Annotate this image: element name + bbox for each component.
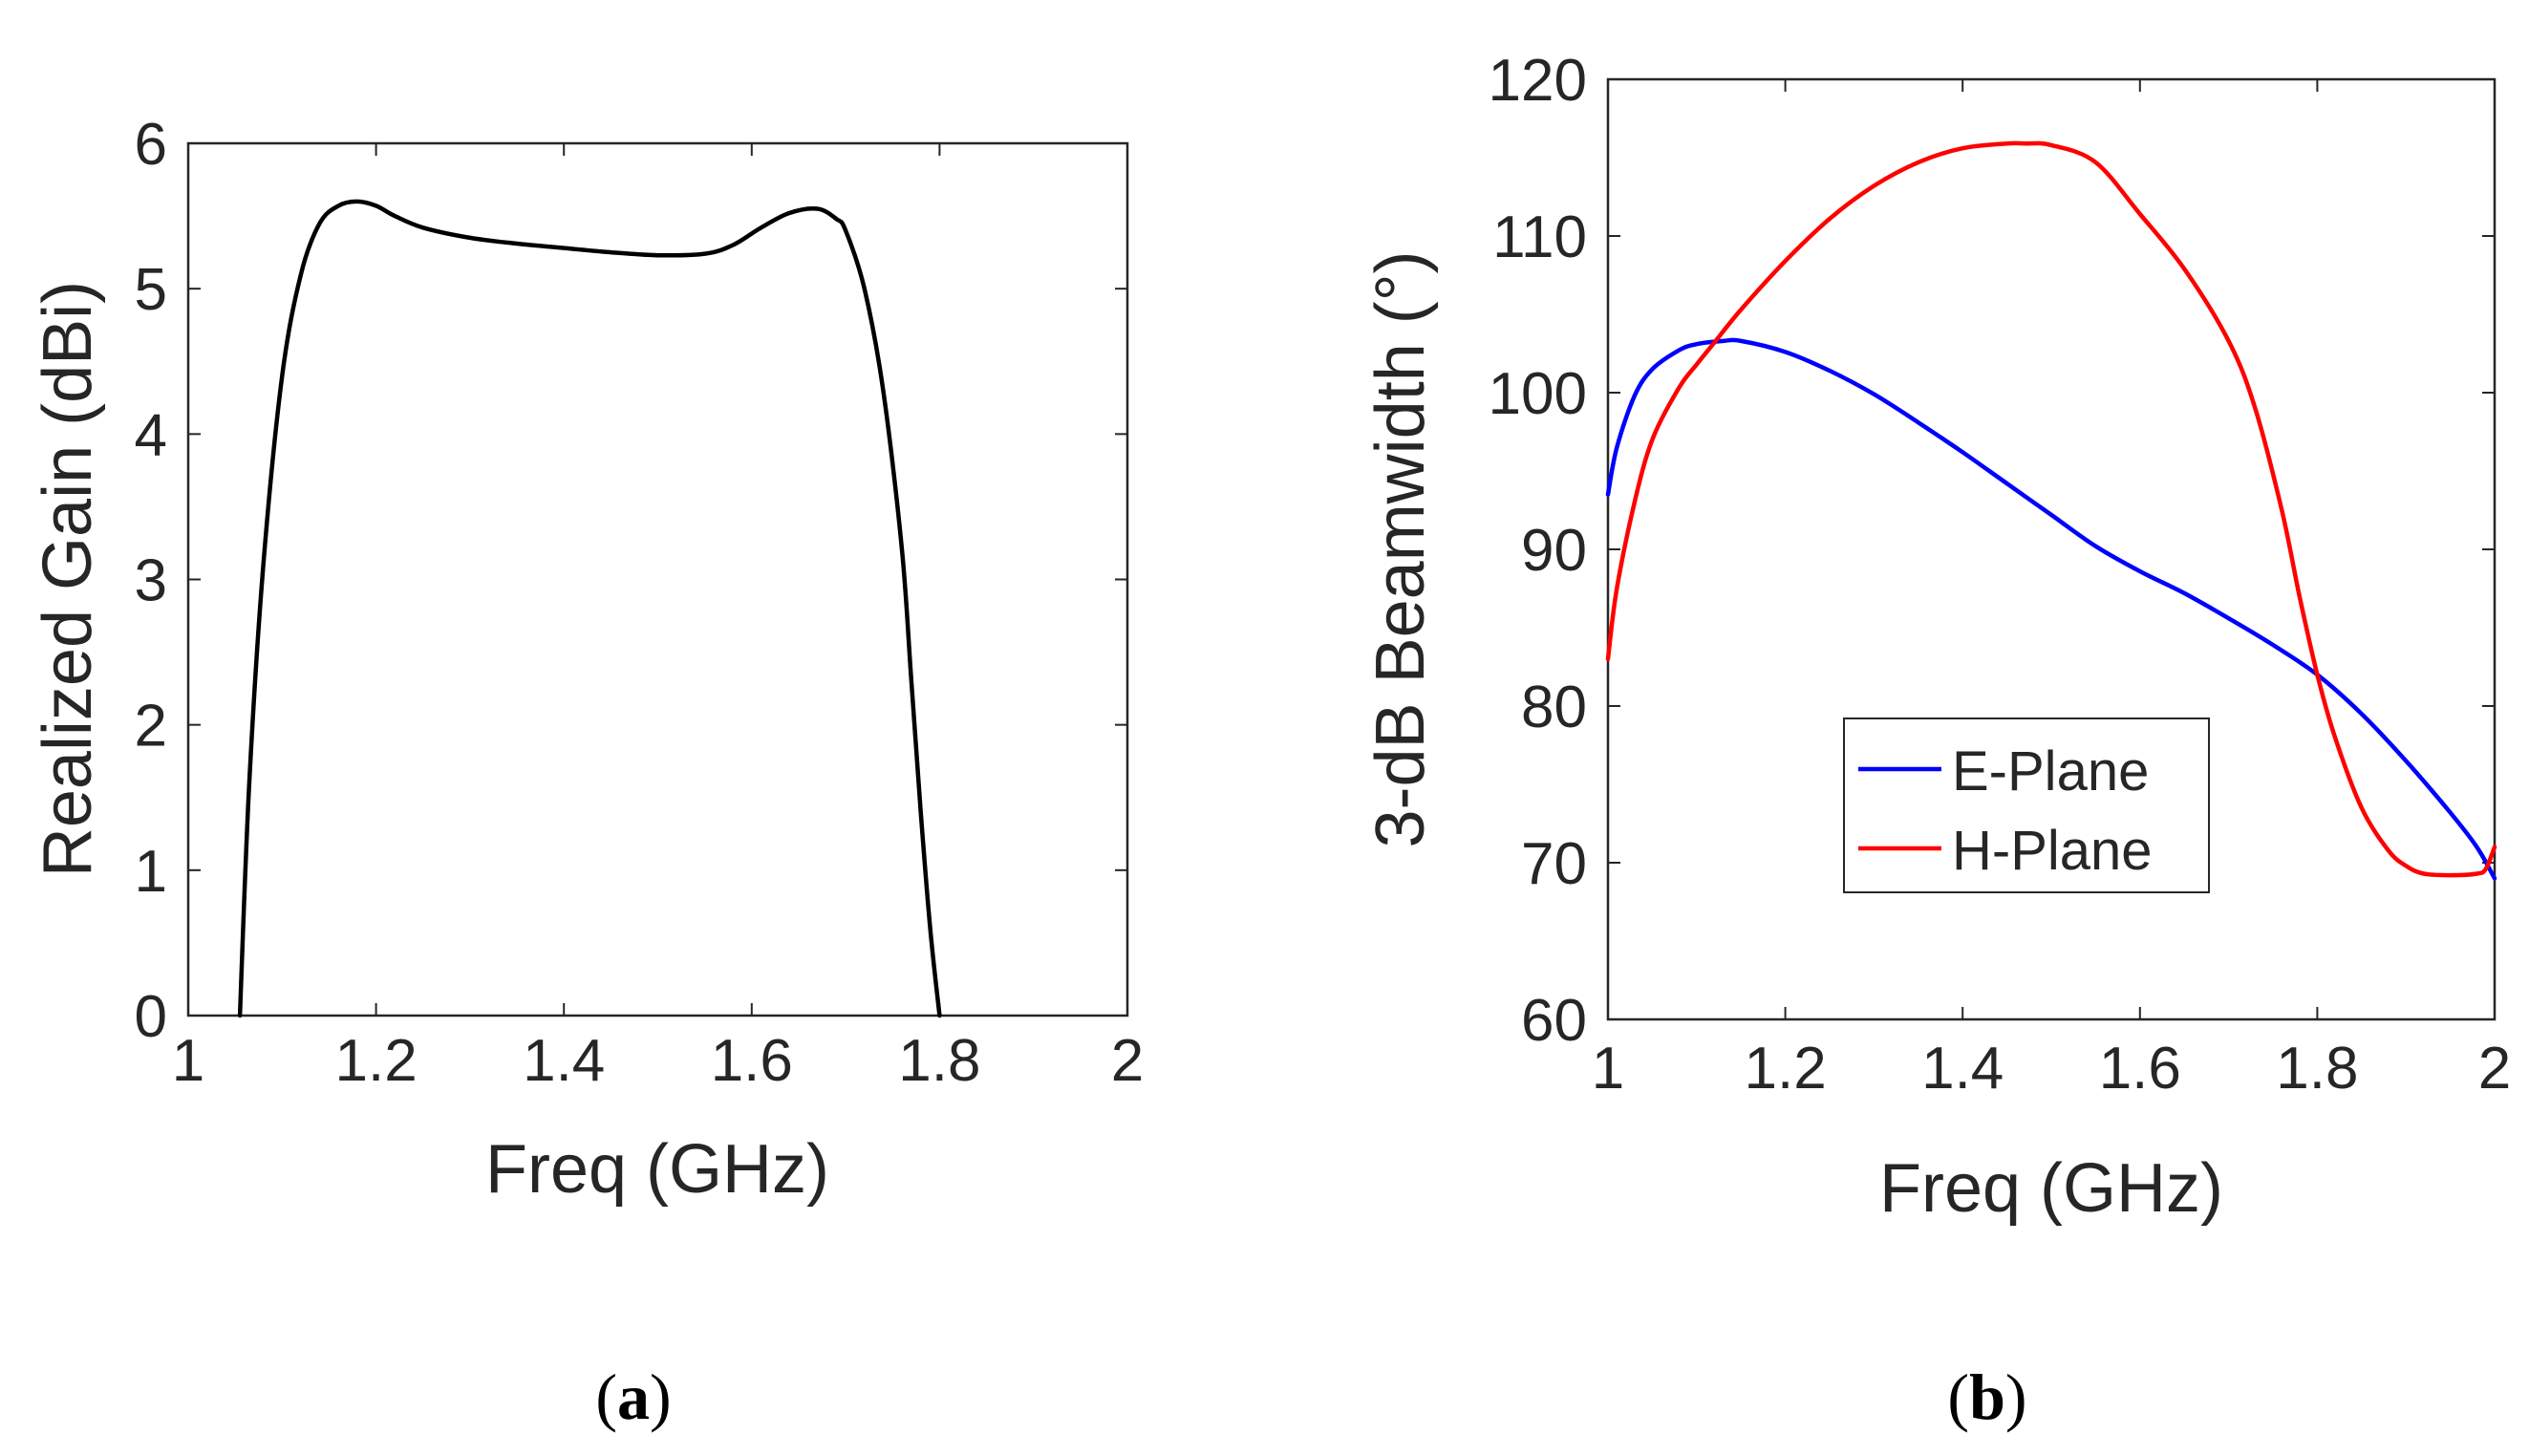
x-axis-label: Freq (GHz)	[1879, 1150, 2223, 1227]
caption-b-letter: b	[1969, 1360, 2005, 1433]
y-tick-label: 90	[1521, 518, 1587, 584]
series-line-e-plane	[1605, 337, 2497, 881]
y-tick-label: 100	[1489, 361, 1587, 427]
legend-label-e-plane: E-Plane	[1952, 740, 2149, 803]
y-tick-label: 60	[1521, 988, 1587, 1054]
x-tick-label: 2	[1111, 1028, 1144, 1094]
series-group	[1605, 140, 2497, 881]
y-tick-labels: 0 1 2 3 4 5 6	[135, 112, 167, 1050]
x-tick-label: 1.8	[2276, 1036, 2358, 1102]
x-tick-labels: 1 1.2 1.4 1.6 1.8 2	[172, 1028, 1144, 1094]
y-tick-label: 3	[135, 548, 167, 614]
y-tick-label: 0	[135, 984, 167, 1050]
beamwidth-chart: 1 1.2 1.4 1.6 1.8 2 60 70 80 90 100 110 120 Freq (G…	[1362, 48, 2511, 1227]
tick-marks	[187, 142, 1128, 1017]
series-line-realized-gain	[237, 199, 942, 1018]
x-tick-label: 1.8	[898, 1028, 980, 1094]
x-tick-label: 1	[1592, 1036, 1624, 1102]
x-tick-label: 1.2	[1744, 1036, 1826, 1102]
y-axis-label: Realized Gain (dBi)	[30, 281, 106, 877]
series-line-h-plane	[1605, 140, 2497, 878]
series-group	[237, 199, 942, 1018]
x-tick-label: 1.4	[1921, 1036, 2004, 1102]
y-tick-label: 1	[135, 839, 167, 905]
legend-label-h-plane: H-Plane	[1952, 820, 2153, 882]
caption-b: (b)	[1947, 1360, 2026, 1433]
x-tick-label: 1.4	[523, 1028, 605, 1094]
y-tick-label: 70	[1521, 831, 1587, 897]
y-tick-label: 5	[135, 257, 167, 323]
y-tick-label: 120	[1489, 48, 1587, 114]
y-tick-label: 6	[135, 112, 167, 178]
x-tick-label: 1	[172, 1028, 204, 1094]
x-tick-label: 1.2	[334, 1028, 417, 1094]
legend: E-Plane H-Plane	[1843, 717, 2210, 893]
x-axis-label: Freq (GHz)	[485, 1131, 829, 1208]
plot-area	[186, 141, 1129, 1017]
y-tick-label: 2	[135, 694, 167, 760]
y-tick-label: 110	[1492, 204, 1587, 270]
caption-a-letter: a	[617, 1360, 650, 1433]
legend-box	[1843, 717, 2210, 893]
x-tick-labels: 1 1.2 1.4 1.6 1.8 2	[1592, 1036, 2511, 1102]
x-tick-label: 1.6	[2099, 1036, 2181, 1102]
x-tick-label: 2	[2478, 1036, 2511, 1102]
y-axis-label: 3-dB Beamwidth (°)	[1362, 250, 1439, 847]
y-tick-label: 80	[1521, 674, 1587, 740]
y-tick-label: 4	[135, 402, 167, 468]
y-tick-labels: 60 70 80 90 100 110 120	[1489, 48, 1587, 1054]
x-tick-label: 1.6	[711, 1028, 793, 1094]
caption-a: (a)	[595, 1360, 671, 1433]
